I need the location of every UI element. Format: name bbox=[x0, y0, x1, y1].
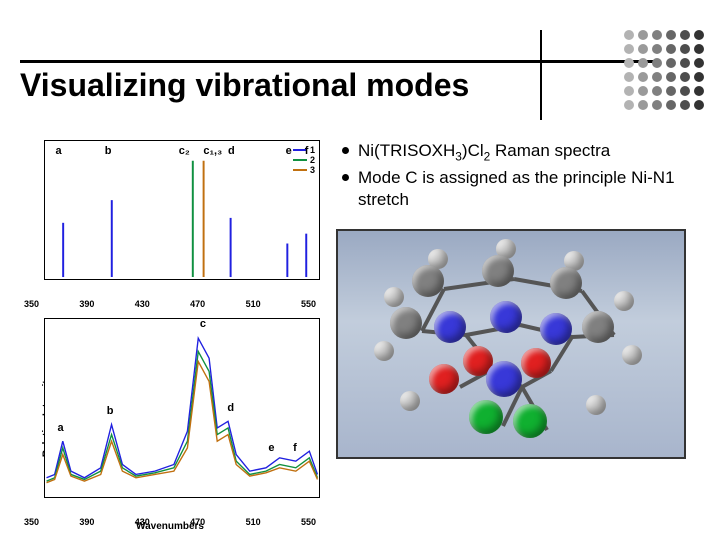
raman-stick-chart: 123 abc₂c₁,₃def bbox=[44, 140, 320, 280]
decor-dot bbox=[694, 100, 704, 110]
top-chart-xticks: 350390430470510550 bbox=[20, 299, 320, 309]
title-region: Visualizing vibrational modes bbox=[20, 60, 660, 104]
decor-dot bbox=[652, 44, 662, 54]
decor-dot bbox=[694, 86, 704, 96]
bullet-item: Mode C is assigned as the principle Ni-N… bbox=[336, 167, 700, 211]
decor-dot bbox=[652, 86, 662, 96]
decor-dot bbox=[680, 86, 690, 96]
decor-dot bbox=[638, 58, 648, 68]
decor-dot bbox=[638, 30, 648, 40]
page-title: Visualizing vibrational modes bbox=[20, 67, 660, 104]
peak-label: c bbox=[200, 318, 206, 330]
atom bbox=[429, 364, 459, 394]
bullet-list: Ni(TRISOXH3)Cl2 Raman spectraMode C is a… bbox=[336, 140, 700, 213]
decor-dot bbox=[694, 30, 704, 40]
stick-label: b bbox=[105, 145, 112, 157]
decor-dot bbox=[624, 30, 634, 40]
decor-dot bbox=[666, 100, 676, 110]
decor-dot bbox=[652, 72, 662, 82]
content-region: 123 abc₂c₁,₃def 350390430470510550 Relat… bbox=[20, 140, 700, 530]
top-chart-wrap: 123 abc₂c₁,₃def 350390430470510550 bbox=[20, 140, 320, 296]
decor-dot bbox=[680, 58, 690, 68]
decor-dot bbox=[680, 30, 690, 40]
stick-label: c₁,₃ bbox=[203, 145, 222, 157]
atom bbox=[374, 341, 394, 361]
atom bbox=[586, 395, 606, 415]
atom bbox=[614, 291, 634, 311]
decor-dot bbox=[638, 86, 648, 96]
decor-dot bbox=[680, 44, 690, 54]
decor-dot bbox=[652, 100, 662, 110]
peak-label: a bbox=[57, 422, 63, 434]
peak-label: d bbox=[227, 402, 234, 414]
decor-dot bbox=[624, 44, 634, 54]
decor-dot bbox=[624, 86, 634, 96]
decor-dot bbox=[624, 100, 634, 110]
atom bbox=[582, 311, 614, 343]
decor-dot bbox=[638, 44, 648, 54]
stick-label: e bbox=[286, 145, 292, 157]
stick-label: d bbox=[228, 145, 235, 157]
decor-dot bbox=[652, 58, 662, 68]
decor-dot bbox=[666, 86, 676, 96]
bottom-chart-wrap: Relative Intensity abcdef 35039043047051… bbox=[20, 318, 320, 514]
atom bbox=[521, 348, 551, 378]
peak-label: f bbox=[293, 442, 297, 454]
bottom-chart-xlabel: Wavenumbers bbox=[136, 521, 204, 532]
raman-spectra-chart: a b c d e f bbox=[44, 318, 320, 498]
bullet-item: Ni(TRISOXH3)Cl2 Raman spectra bbox=[336, 140, 700, 165]
atom bbox=[412, 265, 444, 297]
peak-label: b bbox=[107, 405, 114, 417]
decor-dot bbox=[638, 72, 648, 82]
atom bbox=[469, 400, 503, 434]
decor-dot bbox=[694, 72, 704, 82]
atom bbox=[622, 345, 642, 365]
atom bbox=[384, 287, 404, 307]
decor-dot bbox=[638, 100, 648, 110]
atom bbox=[550, 267, 582, 299]
stick-label: a bbox=[55, 145, 61, 157]
decor-dot bbox=[666, 30, 676, 40]
corner-dot-decoration bbox=[624, 30, 706, 112]
stick-label: f bbox=[305, 145, 309, 157]
decor-dot bbox=[694, 44, 704, 54]
atom bbox=[490, 301, 522, 333]
decor-dot bbox=[666, 72, 676, 82]
decor-dot bbox=[694, 58, 704, 68]
decor-dot bbox=[624, 58, 634, 68]
decor-dot bbox=[666, 44, 676, 54]
decor-dot bbox=[652, 30, 662, 40]
decor-dot bbox=[666, 58, 676, 68]
molecule-render bbox=[336, 229, 686, 459]
decor-dot bbox=[680, 100, 690, 110]
atom bbox=[540, 313, 572, 345]
atom bbox=[400, 391, 420, 411]
stick-label: c₂ bbox=[179, 145, 190, 157]
atom bbox=[482, 255, 514, 287]
left-column: 123 abc₂c₁,₃def 350390430470510550 Relat… bbox=[20, 140, 320, 530]
atom bbox=[513, 404, 547, 438]
atom bbox=[390, 307, 422, 339]
atom bbox=[434, 311, 466, 343]
right-column: Ni(TRISOXH3)Cl2 Raman spectraMode C is a… bbox=[336, 140, 700, 530]
decor-dot bbox=[624, 72, 634, 82]
peak-label: e bbox=[268, 442, 274, 454]
atom bbox=[486, 361, 522, 397]
decor-dot bbox=[680, 72, 690, 82]
